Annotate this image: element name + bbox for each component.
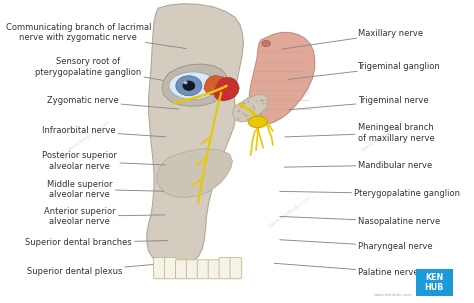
Text: Superior dental plexus: Superior dental plexus (27, 263, 166, 276)
FancyBboxPatch shape (164, 257, 176, 279)
FancyBboxPatch shape (154, 257, 165, 279)
Text: Trigeminal nerve: Trigeminal nerve (289, 96, 429, 110)
Polygon shape (147, 4, 244, 266)
FancyBboxPatch shape (186, 260, 198, 279)
FancyBboxPatch shape (197, 260, 209, 279)
Text: Communicating branch of lacrimal
nerve with zygomatic nerve: Communicating branch of lacrimal nerve w… (6, 23, 186, 48)
Polygon shape (233, 95, 269, 122)
Polygon shape (214, 78, 239, 101)
Text: Infraorbital nerve: Infraorbital nerve (42, 126, 166, 137)
Text: Posterior superior
alveolar nerve: Posterior superior alveolar nerve (42, 152, 165, 171)
Text: www.kenhub.com: www.kenhub.com (360, 119, 405, 153)
FancyBboxPatch shape (416, 269, 453, 296)
Text: Anterior superior
alveolar nerve: Anterior superior alveolar nerve (44, 207, 165, 226)
FancyBboxPatch shape (230, 257, 242, 279)
Circle shape (262, 41, 270, 47)
Polygon shape (162, 64, 228, 106)
Text: Meningeal branch
of maxillary nerve: Meningeal branch of maxillary nerve (285, 123, 434, 142)
Text: Superior dental branches: Superior dental branches (25, 238, 168, 247)
Text: Pharyngeal nerve: Pharyngeal nerve (280, 240, 433, 251)
Ellipse shape (169, 72, 217, 100)
Ellipse shape (248, 116, 267, 128)
Text: Mandibular nerve: Mandibular nerve (284, 161, 433, 170)
Text: Maxillary nerve: Maxillary nerve (282, 29, 423, 49)
Text: Middle superior
alveolar nerve: Middle superior alveolar nerve (47, 179, 164, 199)
Text: Zygomatic nerve: Zygomatic nerve (47, 96, 179, 109)
FancyBboxPatch shape (208, 260, 220, 279)
Ellipse shape (182, 81, 195, 91)
Text: www.kenhub.com: www.kenhub.com (66, 119, 111, 153)
Polygon shape (204, 75, 228, 95)
Polygon shape (157, 148, 233, 197)
Text: Trigeminal ganglion: Trigeminal ganglion (288, 62, 439, 79)
Text: Nasopalatine nerve: Nasopalatine nerve (280, 216, 441, 226)
Text: Pterygopalatine ganglion: Pterygopalatine ganglion (280, 189, 460, 198)
FancyBboxPatch shape (175, 260, 187, 279)
Ellipse shape (176, 76, 202, 96)
Text: www.kenhub.com: www.kenhub.com (268, 195, 313, 229)
Text: www.kenhub.com: www.kenhub.com (268, 89, 313, 123)
Text: www.kenhub.com: www.kenhub.com (374, 293, 412, 297)
Text: Sensory root of
pterygopalatine ganglion: Sensory root of pterygopalatine ganglion (35, 57, 187, 85)
Text: www.kenhub.com: www.kenhub.com (163, 195, 208, 229)
Ellipse shape (183, 81, 188, 84)
Polygon shape (249, 32, 315, 124)
Text: Palatine nerves: Palatine nerves (274, 263, 423, 277)
Text: KEN
HUB: KEN HUB (424, 273, 444, 292)
FancyBboxPatch shape (219, 257, 231, 279)
Text: www.kenhub.com: www.kenhub.com (163, 68, 208, 102)
